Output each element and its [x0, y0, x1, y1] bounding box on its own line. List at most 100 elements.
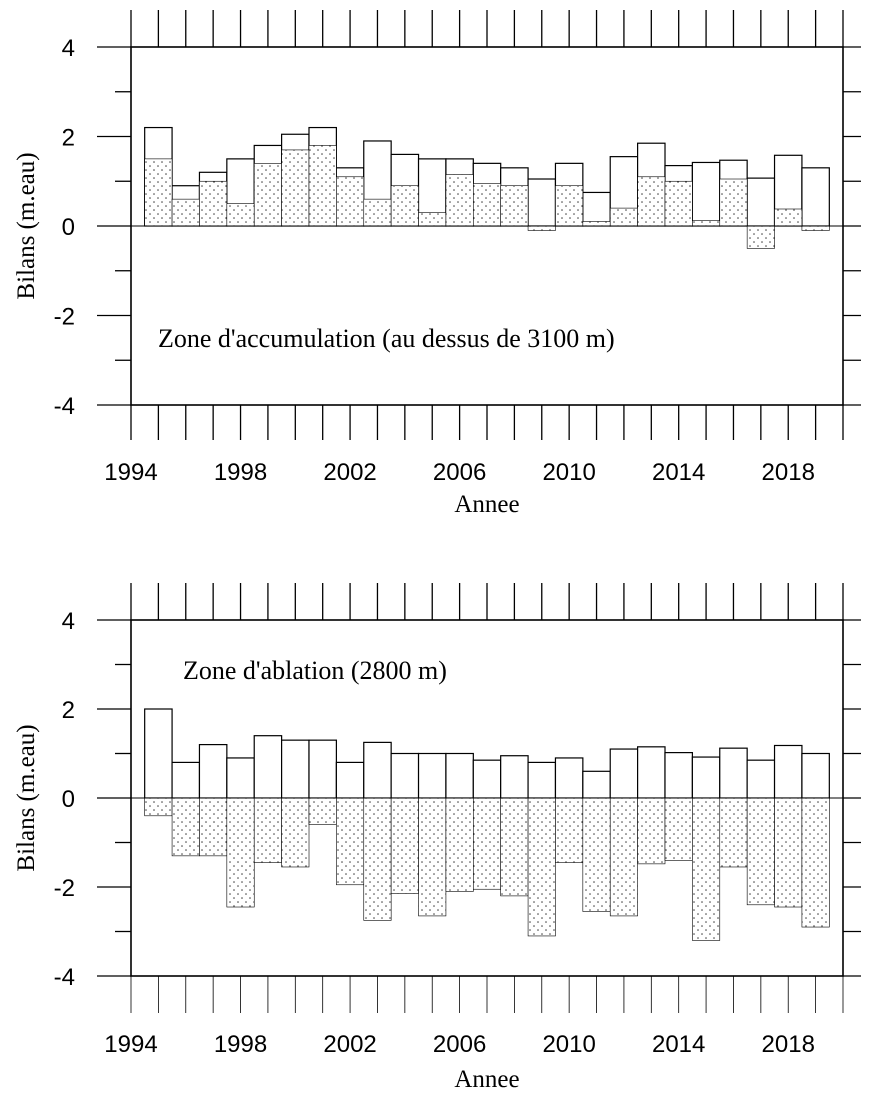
bar-dotted-2017 — [746, 797, 775, 906]
bar-open-1995 — [144, 708, 173, 799]
bars — [144, 126, 830, 249]
bar-open-2010 — [554, 757, 584, 799]
bar-dotted-2002 — [336, 176, 365, 227]
x-axis-title: Annee — [454, 1066, 519, 1093]
bar-open-2011 — [582, 770, 611, 799]
x-ticks — [130, 10, 844, 440]
bar-dotted-2008 — [500, 797, 529, 897]
bar-dotted-2014 — [664, 180, 693, 227]
x-axis-title: Annee — [454, 491, 519, 518]
bar-dotted-2002 — [336, 797, 365, 886]
bar-dotted-2010 — [555, 797, 584, 863]
bar-open-2006 — [445, 752, 474, 799]
bar-dotted-2019 — [801, 225, 830, 231]
bar-dotted-2005 — [418, 797, 447, 917]
x-tick-label: 2014 — [652, 1031, 705, 1058]
y-axis-title: Bilans (m.eau) — [13, 724, 40, 871]
bar-dotted-2018 — [774, 797, 803, 908]
bar-open-2009 — [527, 761, 557, 799]
x-tick-label: 2014 — [652, 459, 705, 486]
y-tick-labels: -4 -2 0 2 4 — [54, 35, 75, 420]
bar-dotted-2015 — [692, 797, 721, 941]
bar-open-2008 — [500, 755, 529, 799]
bar-open-2009 — [527, 178, 557, 227]
x-tick-label: 2018 — [762, 459, 815, 486]
bar-dotted-2009 — [527, 797, 556, 937]
x-ticks — [130, 583, 844, 1013]
bar-open-2017 — [746, 759, 776, 799]
bar-dotted-2011 — [582, 797, 611, 912]
y-tick-label: 2 — [62, 125, 75, 152]
bar-dotted-2003 — [363, 797, 392, 921]
bar-dotted-1997 — [199, 797, 228, 857]
bar-open-2015 — [691, 161, 721, 227]
x-tick-label: 2002 — [323, 1031, 376, 1058]
bar-open-2012 — [609, 748, 639, 799]
bar-dotted-1999 — [253, 163, 282, 227]
bar-dotted-2007 — [472, 183, 501, 227]
bar-dotted-2003 — [363, 198, 392, 227]
bar-open-2007 — [472, 759, 502, 799]
bar-dotted-2018 — [774, 208, 803, 227]
bar-dotted-2016 — [719, 178, 748, 227]
bar-dotted-2009 — [527, 225, 556, 231]
bars — [144, 708, 830, 941]
x-tick-label: 1998 — [214, 459, 267, 486]
bar-dotted-1998 — [226, 797, 255, 908]
bar-dotted-2000 — [281, 149, 310, 227]
bar-open-1996 — [171, 761, 201, 799]
bar-dotted-2014 — [664, 797, 693, 861]
bar-dotted-2005 — [418, 212, 447, 227]
bar-dotted-2004 — [390, 797, 419, 894]
bar-open-2003 — [363, 741, 392, 799]
bar-dotted-2013 — [637, 176, 666, 227]
bar-dotted-1997 — [199, 180, 228, 227]
bar-dotted-1996 — [171, 797, 200, 857]
y-tick-labels: -4 -2 0 2 4 — [54, 608, 75, 991]
bar-open-2001 — [308, 739, 337, 799]
y-axis-title: Bilans (m.eau) — [13, 152, 40, 299]
bar-dotted-2011 — [582, 221, 611, 227]
y-ticks — [97, 619, 861, 977]
bar-dotted-2015 — [692, 220, 721, 227]
y-tick-label: -2 — [54, 875, 75, 902]
bar-open-2016 — [719, 747, 748, 799]
bar-dotted-1998 — [226, 203, 255, 227]
x-tick-label: 1998 — [214, 1031, 267, 1058]
x-tick-label: 2010 — [542, 1031, 595, 1058]
bar-open-2014 — [664, 752, 693, 799]
bar-dotted-2004 — [390, 185, 419, 227]
x-tick-label: 2002 — [323, 459, 376, 486]
bar-open-2017 — [746, 177, 776, 227]
bar-open-1997 — [198, 743, 228, 799]
bar-dotted-1999 — [253, 797, 282, 863]
y-tick-label: 4 — [62, 608, 75, 635]
bar-dotted-2013 — [637, 797, 666, 865]
bar-dotted-2012 — [609, 207, 638, 227]
bar-dotted-2006 — [445, 174, 474, 227]
x-tick-label: 2006 — [433, 1031, 486, 1058]
bar-dotted-2001 — [308, 797, 337, 826]
x-tick-label: 1994 — [104, 1031, 157, 1058]
x-tick-label: 2010 — [542, 459, 595, 486]
bar-open-2004 — [390, 752, 420, 799]
bar-dotted-2010 — [555, 185, 584, 227]
chart-annotation: Zone d'accumulation (au dessus de 3100 m… — [158, 324, 615, 353]
bar-dotted-2008 — [500, 185, 529, 227]
x-tick-labels: 1994 1998 2002 2006 2010 2014 2018 — [104, 459, 815, 486]
bar-open-2002 — [335, 761, 365, 799]
x-tick-label: 2018 — [762, 1031, 815, 1058]
ablation-chart: Zone d'ablation (2800 m) Annee Bilans (m… — [13, 583, 861, 1093]
x-tick-label: 2006 — [433, 459, 486, 486]
y-tick-label: -4 — [54, 964, 75, 991]
bar-open-2013 — [637, 746, 666, 799]
bar-dotted-2001 — [308, 145, 337, 227]
bar-dotted-2017 — [746, 225, 775, 249]
chart-annotation: Zone d'ablation (2800 m) — [183, 656, 447, 685]
bar-open-2015 — [691, 756, 721, 799]
y-tick-label: 0 — [62, 214, 75, 241]
bar-dotted-2012 — [609, 797, 638, 917]
bar-open-2019 — [801, 752, 830, 799]
x-tick-labels: 1994 1998 2002 2006 2010 2014 2018 — [104, 1031, 815, 1058]
